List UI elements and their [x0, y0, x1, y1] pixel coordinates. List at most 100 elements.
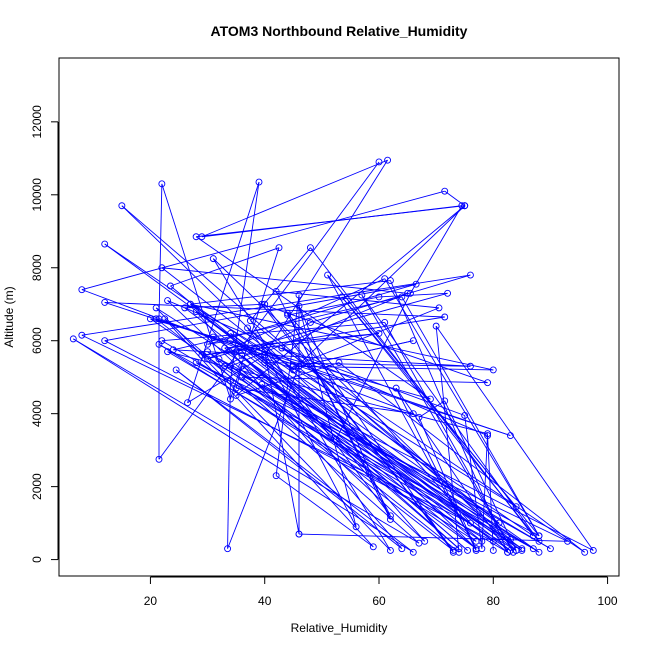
- x-tick-label: 60: [372, 594, 386, 608]
- series-segment: [292, 205, 466, 371]
- data-point: [186, 300, 194, 308]
- data-point: [161, 315, 169, 323]
- data-point: [489, 537, 497, 545]
- data-point: [415, 413, 423, 421]
- data-point: [375, 158, 383, 166]
- series-segment: [335, 293, 411, 440]
- data-point: [158, 180, 166, 188]
- y-tick-label: 10000: [30, 178, 44, 212]
- data-point: [152, 304, 160, 312]
- data-point: [295, 362, 303, 370]
- series-segment: [161, 322, 385, 342]
- series-segment: [207, 351, 460, 553]
- data-point: [209, 255, 217, 263]
- series-segment: [264, 362, 508, 553]
- data-point: [232, 391, 240, 399]
- series-segment: [444, 190, 465, 207]
- y-tick-label: 12000: [30, 105, 44, 139]
- data-point: [535, 548, 543, 556]
- data-point: [358, 291, 366, 299]
- series-segment: [155, 318, 454, 551]
- data-point: [564, 537, 572, 545]
- data-point: [284, 309, 292, 317]
- data-point: [369, 543, 377, 551]
- series-segment: [281, 347, 465, 416]
- series-segment: [241, 376, 477, 550]
- data-point: [155, 455, 163, 463]
- data-point: [169, 346, 177, 354]
- data-point: [192, 308, 200, 315]
- data-point: [204, 348, 212, 356]
- series-segment: [327, 274, 540, 537]
- data-point: [78, 286, 86, 294]
- data-point: [221, 362, 229, 370]
- series-segment: [212, 258, 517, 551]
- data-point: [166, 282, 174, 290]
- data-point: [184, 399, 192, 407]
- series-segment: [435, 325, 594, 551]
- series-segment: [207, 340, 231, 345]
- series-segment: [361, 294, 514, 553]
- data-point: [581, 548, 589, 556]
- data-point: [78, 331, 86, 339]
- series-segment: [287, 313, 391, 520]
- series-segment: [184, 303, 265, 309]
- data-point: [386, 277, 394, 284]
- series-segment: [73, 338, 414, 553]
- data-point: [398, 545, 406, 553]
- data-point: [409, 548, 417, 556]
- series-segment: [81, 274, 471, 336]
- data-point: [226, 377, 234, 385]
- data-point: [118, 202, 126, 210]
- series-segment: [161, 183, 231, 400]
- series-segment: [104, 243, 523, 550]
- data-point: [204, 355, 212, 363]
- data-point: [466, 519, 474, 527]
- data-point: [335, 359, 343, 367]
- data-point: [535, 532, 543, 540]
- series-segment: [158, 343, 477, 542]
- data-point: [484, 379, 492, 387]
- y-tick-label: 8000: [30, 254, 44, 281]
- data-point: [244, 324, 252, 332]
- x-tick-label: 80: [487, 594, 501, 608]
- data-point: [215, 355, 223, 363]
- series-segment: [261, 303, 488, 384]
- data-point: [404, 289, 412, 297]
- data-point: [412, 280, 420, 288]
- series-segment: [81, 190, 445, 291]
- series-segment: [218, 358, 523, 551]
- series-segment: [235, 205, 466, 396]
- data-point: [464, 547, 472, 554]
- series-segment: [487, 435, 494, 551]
- series-segment: [104, 243, 534, 537]
- x-axis-label: Relative_Humidity: [291, 621, 388, 635]
- data-point: [384, 156, 392, 164]
- data-point: [238, 362, 246, 370]
- series-segment: [190, 280, 391, 305]
- data-point: [272, 288, 280, 295]
- data-point: [432, 322, 440, 330]
- series-segment: [264, 351, 300, 535]
- data-point: [158, 337, 166, 345]
- series-segment: [167, 351, 488, 435]
- data-point: [261, 348, 269, 356]
- series-segment: [275, 475, 374, 548]
- data-point: [386, 547, 394, 554]
- series-segment: [287, 296, 380, 316]
- data-point: [506, 432, 514, 440]
- data-point: [472, 545, 480, 553]
- data-point: [261, 300, 269, 308]
- data-point: [209, 333, 217, 341]
- data-point: [261, 351, 269, 359]
- data-point: [375, 329, 383, 337]
- data-point: [381, 319, 389, 326]
- data-point: [204, 340, 212, 348]
- series-segment: [170, 247, 280, 287]
- data-point: [226, 337, 234, 345]
- data-point: [192, 359, 200, 367]
- data-point: [489, 547, 497, 554]
- data-point: [232, 348, 240, 356]
- data-point: [406, 289, 414, 297]
